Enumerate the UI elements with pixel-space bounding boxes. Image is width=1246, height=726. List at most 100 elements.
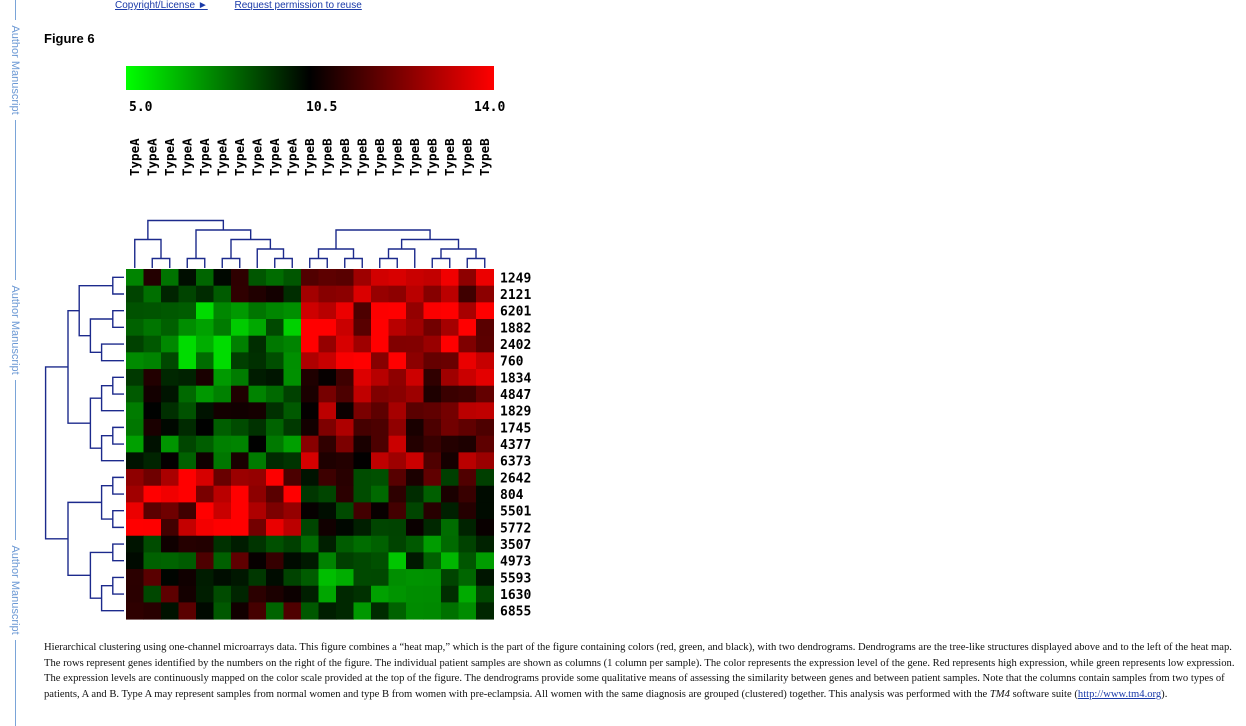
- heatmap-cell: [248, 452, 267, 470]
- heatmap-cell: [283, 285, 302, 303]
- heatmap-cell: [213, 535, 232, 553]
- heatmap-cell: [406, 419, 424, 437]
- heatmap-cell: [441, 569, 459, 587]
- dendrogram-branch: [112, 476, 124, 495]
- row-label: 2121: [500, 288, 531, 303]
- heatmap-cell: [126, 285, 144, 303]
- heatmap-cell: [318, 452, 337, 470]
- heatmap-cell: [423, 269, 442, 287]
- heatmap-cell: [371, 269, 389, 287]
- heatmap-cell: [213, 552, 232, 570]
- heatmap-cell: [353, 319, 372, 337]
- heatmap-cell: [231, 319, 249, 337]
- dendrogram-branch: [100, 343, 124, 362]
- heatmap-cell: [248, 535, 267, 553]
- heatmap-cell: [371, 485, 389, 503]
- scale-min-label: 5.0: [129, 100, 153, 115]
- heatmap-cell: [196, 502, 214, 520]
- heatmap-cell: [458, 519, 477, 537]
- dendrogram-branch: [274, 257, 293, 268]
- copyright-license-link[interactable]: Copyright/License ►: [115, 0, 208, 11]
- heatmap-cell: [178, 585, 197, 603]
- heatmap-cell: [213, 335, 232, 353]
- heatmap-cell: [178, 469, 197, 487]
- heatmap-cell: [143, 419, 162, 437]
- row-label: 6201: [500, 305, 531, 320]
- heatmap-cell: [318, 602, 337, 620]
- heatmap-cell: [283, 535, 302, 553]
- heatmap-cell: [266, 569, 284, 587]
- heatmap-cell: [231, 352, 249, 370]
- heatmap-cell: [353, 435, 372, 453]
- heatmap-cell: [143, 385, 162, 403]
- heatmap-cell: [353, 519, 372, 537]
- row-label: 4377: [500, 438, 531, 453]
- dendrogram-branch: [100, 485, 113, 520]
- heatmap-cell: [248, 269, 267, 287]
- heatmap-cell: [353, 352, 372, 370]
- heatmap-cell: [283, 302, 302, 320]
- heatmap-cell: [318, 519, 337, 537]
- heatmap-cell: [143, 602, 162, 620]
- request-permission-link[interactable]: Request permission to reuse: [234, 0, 362, 11]
- row-label: 4847: [500, 388, 531, 403]
- heatmap-figure: 5.0 10.5 14.0 TypeA TypeA TypeA TypeA TypeA T…: [0, 0, 531, 620]
- heatmap-cell: [388, 319, 407, 337]
- dendrogram-branch: [112, 510, 124, 529]
- heatmap-cell: [266, 452, 284, 470]
- heatmap-cell: [406, 519, 424, 537]
- heatmap-cell: [301, 352, 319, 370]
- heatmap-cell: [371, 535, 389, 553]
- heatmap-cell: [353, 419, 372, 437]
- heatmap-cell: [266, 285, 284, 303]
- heatmap-cell: [143, 269, 162, 287]
- heatmap-cell: [336, 602, 354, 620]
- heatmap-cell: [231, 469, 249, 487]
- heatmap-cell: [178, 552, 197, 570]
- heatmap-cell: [458, 369, 477, 387]
- heatmap-cell: [266, 502, 284, 520]
- column-label: TypeB: [459, 138, 474, 176]
- heatmap-cell: [318, 269, 337, 287]
- heatmap-cell: [336, 269, 354, 287]
- sidebar-label-middle: Author Manuscript: [2, 280, 28, 380]
- heatmap-cell: [353, 302, 372, 320]
- column-label: TypeA: [284, 138, 299, 176]
- heatmap-cell: [231, 335, 249, 353]
- heatmap-cell: [161, 285, 179, 303]
- heatmap-cell: [301, 502, 319, 520]
- heatmap-cell: [126, 469, 144, 487]
- heatmap-cell: [161, 569, 179, 587]
- heatmap-cell: [318, 435, 337, 453]
- color-scale-bar: [126, 66, 494, 90]
- heatmap-cell: [336, 552, 354, 570]
- dendrogram-branch: [431, 257, 451, 268]
- heatmap-cell: [476, 335, 494, 353]
- heatmap-cell: [231, 452, 249, 470]
- heatmap-cell: [213, 519, 232, 537]
- heatmap-cell: [318, 319, 337, 337]
- heatmap-cell: [406, 535, 424, 553]
- sidebar-label-bottom: Author Manuscript: [2, 540, 28, 640]
- heatmap-cell: [161, 369, 179, 387]
- row-label: 5501: [500, 505, 531, 520]
- heatmap-cell: [458, 302, 477, 320]
- heatmap-cell: [266, 302, 284, 320]
- heatmap-cell: [161, 502, 179, 520]
- heatmap-cell: [283, 269, 302, 287]
- tm4-link[interactable]: http://www.tm4.org: [1077, 688, 1162, 700]
- heatmap-cell: [301, 535, 319, 553]
- heatmap-cell: [126, 519, 144, 537]
- heatmap-cell: [388, 602, 407, 620]
- heatmap-cell: [476, 485, 494, 503]
- heatmap-cell: [301, 269, 319, 287]
- heatmap-cell: [423, 435, 442, 453]
- dendrogram-branch: [440, 248, 477, 259]
- heatmap-cell: [196, 569, 214, 587]
- heatmap-cell: [423, 319, 442, 337]
- heatmap-cell: [371, 402, 389, 420]
- heatmap-cell: [336, 335, 354, 353]
- heatmap-cell: [388, 352, 407, 370]
- heatmap-cell: [161, 269, 179, 287]
- heatmap-cell: [336, 285, 354, 303]
